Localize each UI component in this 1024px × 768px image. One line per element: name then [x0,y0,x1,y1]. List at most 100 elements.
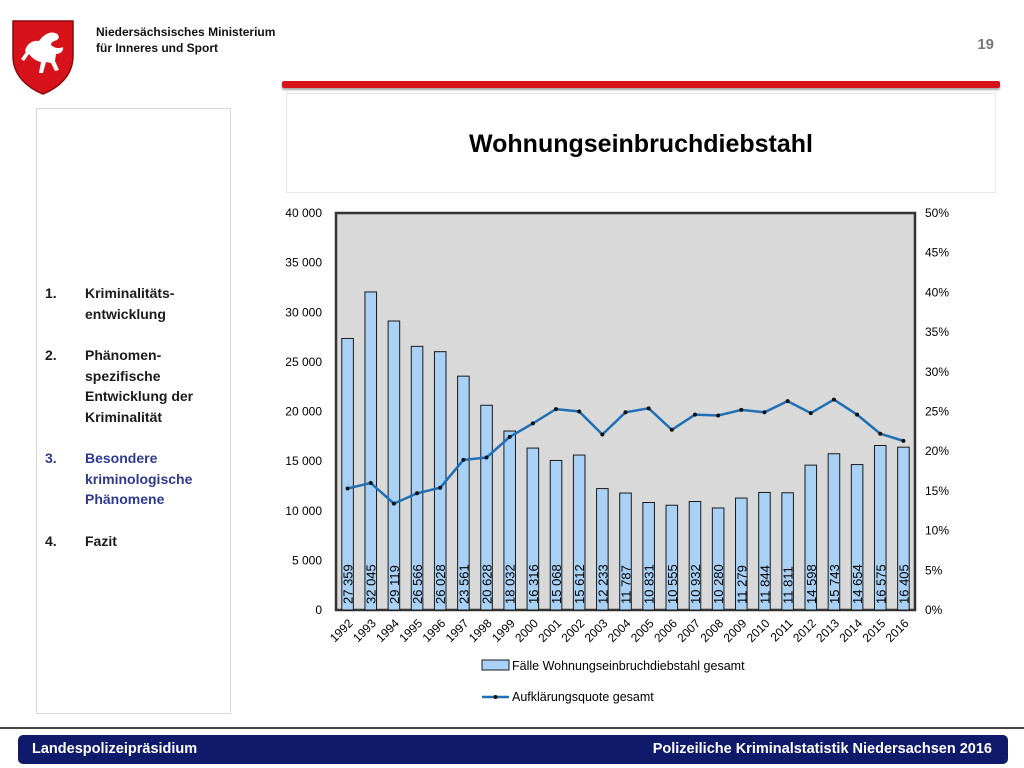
y-right-tick-label: 50% [925,206,949,220]
bar-2000 [526,447,540,611]
line-point-1995 [415,491,420,496]
y-left-tick-label: 35 000 [285,256,322,270]
agenda-item-label: Phänomen- spezifische Entwicklung der Kr… [85,347,194,425]
bar-data-label: 11 787 [619,565,634,604]
bar-2004 [619,492,632,611]
bar-2003 [596,488,609,611]
y-right-tick-label: 20% [925,444,949,458]
agenda-item-label: Besondere kriminologische Phänomene [85,450,193,507]
bar-data-label: 12 233 [595,564,610,604]
x-tick-label: 1997 [443,616,472,645]
page-number: 19 [977,36,994,53]
bar-1995 [410,345,424,611]
line-point-2002 [577,409,582,414]
agenda-item-number: 2. [45,347,57,363]
y-left-tick-label: 15 000 [285,454,322,468]
y-right-tick-label: 30% [925,365,949,379]
y-right-tick-label: 0% [925,603,943,617]
line-point-1993 [368,480,373,485]
agenda-item-4[interactable]: 4. Fazit [45,531,230,552]
bar-data-label: 26 566 [410,564,425,604]
x-tick-label: 1993 [350,616,379,645]
ministry-line-2: für Inneres und Sport [96,41,219,55]
bar-2005 [642,502,655,611]
bar-data-label: 11 844 [757,565,772,604]
bar-2011 [781,492,794,611]
footer-divider [0,727,1024,729]
bar-data-label: 27 359 [341,564,356,604]
x-tick-label: 2010 [744,616,773,645]
agenda-item-number: 1. [45,285,57,301]
x-tick-label: 2000 [512,616,541,645]
x-tick-label: 2008 [697,616,726,645]
line-point-2007 [692,412,697,417]
line-point-1996 [438,485,443,490]
bar-2009 [735,497,748,611]
x-tick-label: 1995 [396,616,425,645]
agenda-list: 1. Kriminalitäts- entwicklung 2. Phänomen- … [45,283,230,572]
line-point-2012 [808,411,813,416]
bar-data-label: 10 831 [642,564,657,604]
bar-data-label: 20 628 [480,564,495,604]
line-point-1992 [345,486,350,491]
bar-data-label: 26 028 [433,564,448,604]
line-point-1994 [391,501,396,506]
line-point-2008 [716,413,721,418]
sidebar-panel: 1. Kriminalitäts- entwicklung 2. Phänomen- … [36,108,231,714]
y-left-tick-label: 10 000 [285,504,322,518]
y-left-tick-label: 40 000 [285,206,322,220]
line-point-2015 [878,431,883,436]
footer-right: Polizeiliche Kriminalstatistik Niedersac… [652,741,992,757]
ministry-name: Niedersächsisches Ministerium für Innere… [96,24,275,56]
line-point-2006 [669,427,674,432]
bar-2001 [549,459,563,611]
x-tick-label: 2013 [813,616,842,645]
bar-2007 [688,500,702,611]
line-point-2009 [739,407,744,412]
line-point-2011 [785,399,790,404]
bar-data-label: 10 932 [688,564,703,604]
x-tick-label: 2001 [535,616,564,645]
x-tick-label: 1999 [489,616,518,645]
agenda-item-3[interactable]: 3. Besondere kriminologische Phänomene [45,448,230,510]
line-point-2004 [623,410,628,415]
y-right-tick-label: 45% [925,246,949,260]
y-left-tick-label: 0 [315,603,322,617]
y-right-tick-label: 25% [925,405,949,419]
bar-2012 [804,464,818,611]
title-box: Wohnungseinbruchdiebstahl [286,93,996,193]
bar-2015 [873,444,887,611]
bar-data-label: 10 555 [665,564,680,604]
line-point-1998 [484,455,489,460]
bar-2008 [711,507,725,611]
bar-1993 [364,291,378,611]
line-point-2005 [646,406,651,411]
x-tick-label: 2012 [790,616,819,645]
agenda-item-1[interactable]: 1. Kriminalitäts- entwicklung [45,283,230,324]
y-right-tick-label: 35% [925,325,949,339]
bar-1997 [457,375,470,611]
legend-line-label: Aufklärungsquote gesamt [512,690,654,704]
bar-data-label: 10 280 [711,564,726,604]
coat-of-arms-logo [12,20,74,95]
bar-2016 [897,446,910,611]
bar-1994 [387,320,401,611]
x-tick-label: 1992 [327,616,356,645]
legend-bar-swatch [481,659,510,671]
x-tick-label: 2015 [860,616,889,645]
x-tick-label: 1994 [373,616,402,645]
x-tick-label: 2011 [768,616,796,644]
y-right-tick-label: 15% [925,484,949,498]
bar-data-label: 14 654 [850,564,865,604]
bar-data-label: 16 316 [526,564,541,604]
bar-data-label: 16 575 [873,564,888,604]
bar-data-label: 23 561 [456,564,471,604]
agenda-item-number: 3. [45,450,57,466]
agenda-item-2[interactable]: 2. Phänomen- spezifische Entwicklung der … [45,345,230,427]
y-right-tick-label: 5% [925,563,943,577]
bar-1998 [480,404,493,611]
agenda-item-number: 4. [45,532,57,549]
x-tick-label: 2002 [559,616,588,645]
x-tick-label: 2016 [883,616,912,645]
footer-left: Landespolizeipräsidium [32,741,198,757]
